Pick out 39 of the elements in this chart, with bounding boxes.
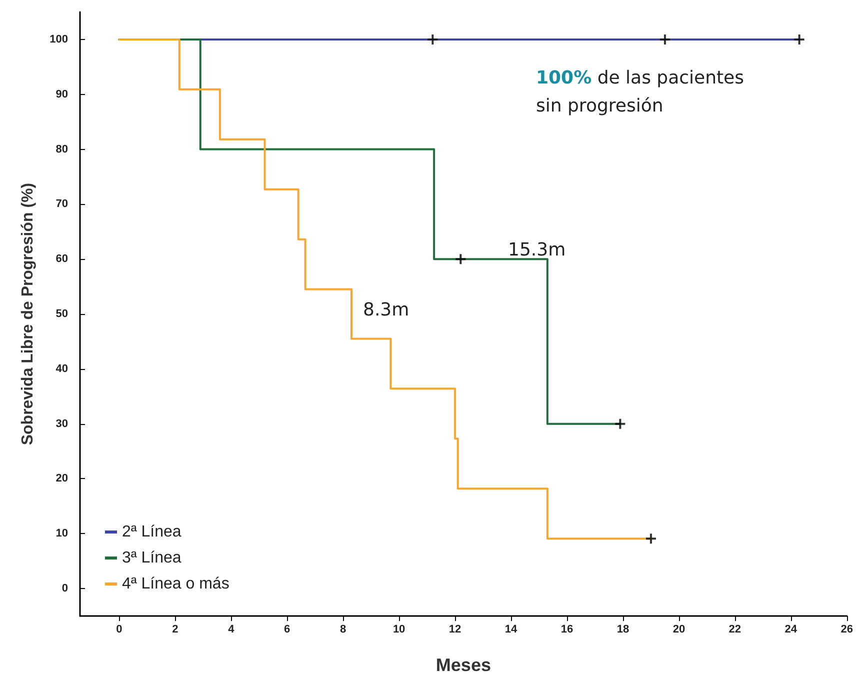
y-tick-label: 60 — [56, 253, 68, 266]
y-tick-label: 10 — [56, 528, 68, 540]
point — [646, 534, 656, 544]
y-tick-label: 40 — [56, 362, 68, 375]
y-tick-label: 0 — [62, 582, 68, 595]
x-tick-label: 8 — [340, 624, 346, 636]
point — [794, 34, 804, 44]
x-tick-label: 18 — [616, 624, 630, 636]
annotation: 15.3m — [508, 240, 566, 260]
annotation: 8.3m — [363, 300, 410, 320]
x-tick-label: 16 — [560, 624, 574, 636]
legend-label: 3ª Línea — [122, 550, 182, 566]
x-tick-label: 2 — [172, 624, 178, 636]
legend-label: 4ª Línea o más — [122, 576, 230, 592]
annotation: 100% de las pacientes sin progresión — [536, 68, 744, 116]
x-tick-label: 0 — [116, 624, 122, 636]
y-tick-label: 100 — [50, 33, 68, 46]
x-tick-label: 22 — [728, 624, 742, 636]
x-tick-label: 4 — [228, 624, 236, 636]
x-tick-label: 20 — [672, 624, 686, 636]
x-tick-label: 24 — [784, 624, 798, 636]
legend-label: 2ª Línea — [122, 524, 182, 540]
y-tick-label: 80 — [56, 143, 68, 156]
x-tick-label: 6 — [284, 624, 290, 636]
y-tick-label: 90 — [56, 88, 68, 100]
y-tick-label: 30 — [56, 418, 68, 430]
point — [428, 34, 438, 44]
point — [456, 254, 466, 264]
point — [660, 34, 670, 44]
y-tick-label: 50 — [56, 308, 68, 320]
point — [615, 418, 626, 429]
x-tick-label: 10 — [392, 624, 406, 636]
x-tick-label: 12 — [448, 624, 462, 636]
x-tick-label: 14 — [504, 624, 518, 636]
y-tick-label: 20 — [56, 472, 68, 485]
x-tick-label: 26 — [840, 624, 854, 636]
x-axis-title: Meses — [436, 655, 491, 675]
y-axis-title: Sobrevida Libre de Progresión (%) — [20, 182, 36, 446]
y-tick-label: 70 — [56, 198, 68, 210]
